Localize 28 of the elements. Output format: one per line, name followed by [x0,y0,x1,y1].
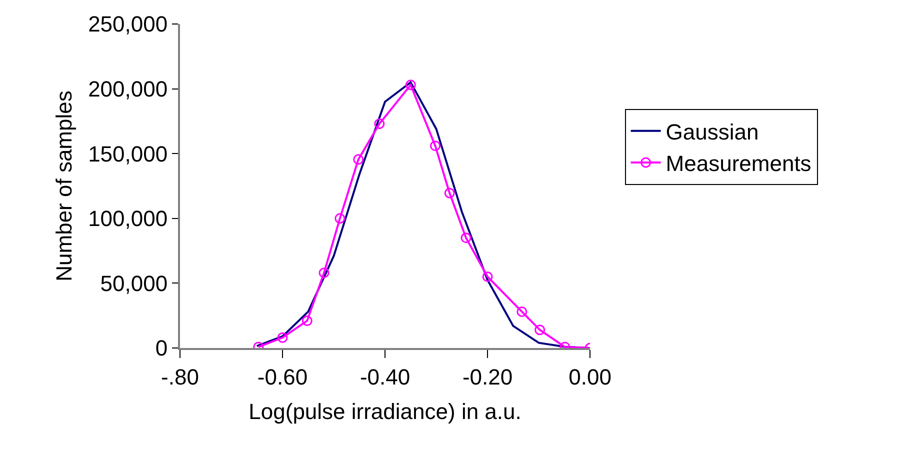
x-tick-label: -0.60 [257,364,308,390]
x-axis-title: Log(pulse irradiance) in a.u. [248,398,522,424]
point [405,80,416,90]
x-tick-label: 0.00 [568,364,612,390]
point [374,118,385,130]
point [460,232,472,244]
y-tick-label: 0 [155,336,168,361]
point [277,332,288,343]
legend-label: Gaussian [666,120,759,144]
legend-label: Measurements [666,151,812,176]
point [534,324,546,336]
x-tick-label: -0.20 [462,364,513,390]
point [334,213,346,224]
point [430,140,441,152]
point [482,271,493,282]
point [318,268,330,278]
point [516,306,528,317]
y-tick-label: 200,000 [88,76,168,102]
y-tick-label: 250,000 [88,12,168,37]
y-tick-label: 50,000 [100,270,168,296]
point [444,188,455,198]
point [302,316,312,326]
x-tick-label: -0.40 [360,364,410,390]
point [353,154,364,165]
y-tick-label: 100,000 [88,206,168,232]
x-tick-label: -.80 [161,364,199,390]
y-tick-label: 150,000 [88,141,168,166]
y-axis-title: Number of samples [51,90,76,282]
